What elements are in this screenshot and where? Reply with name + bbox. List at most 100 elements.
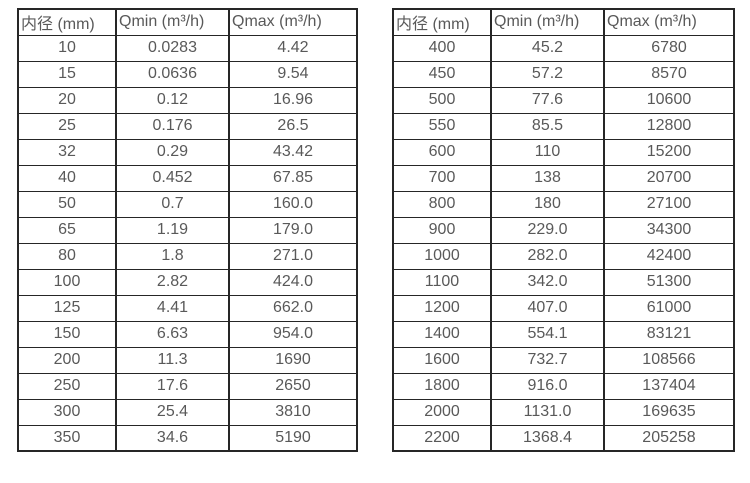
table-cell: 27100 [603,190,735,218]
table-cell: 9.54 [228,60,358,88]
table-cell: 6780 [603,34,735,62]
column-header: 内径 (mm) [392,8,492,36]
table-cell: 732.7 [490,346,605,374]
table-cell: 77.6 [490,86,605,114]
table-cell: 34300 [603,216,735,244]
table-cell: 424.0 [228,268,358,296]
table-cell: 700 [392,164,492,192]
table-cell: 662.0 [228,294,358,322]
table-cell: 34.6 [115,424,230,452]
table-cell: 108566 [603,346,735,374]
table-cell: 200 [17,346,117,374]
table-row: 1800 916.0 137404 [392,372,735,400]
table-cell: 65 [17,216,117,244]
table-cell: 57.2 [490,60,605,88]
table-cell: 2650 [228,372,358,400]
table-cell: 110 [490,138,605,166]
table-cell: 205258 [603,424,735,452]
table-cell: 160.0 [228,190,358,218]
table-cell: 25.4 [115,398,230,426]
table-cell: 1131.0 [490,398,605,426]
table-cell: 600 [392,138,492,166]
table-cell: 1400 [392,320,492,348]
table-cell: 5190 [228,424,358,452]
table-row: 20 0.12 16.96 [17,86,358,114]
table-cell: 3810 [228,398,358,426]
table-cell: 17.6 [115,372,230,400]
table-cell: 2.82 [115,268,230,296]
table-cell: 1800 [392,372,492,400]
table-cell: 800 [392,190,492,218]
table-row: 1600 732.7 108566 [392,346,735,374]
table-row: 100 2.82 424.0 [17,268,358,296]
table-cell: 407.0 [490,294,605,322]
table-cell: 16.96 [228,86,358,114]
flow-table-small-diameters: 内径 (mm) Qmin (m³/h) Qmax (m³/h) 10 0.0283 4.4… [17,8,358,452]
table-cell: 250 [17,372,117,400]
table-row: 1000 282.0 42400 [392,242,735,270]
table-cell: 916.0 [490,372,605,400]
table-row: 300 25.4 3810 [17,398,358,426]
table-cell: 554.1 [490,320,605,348]
table-row: 250 17.6 2650 [17,372,358,400]
table-row: 800 180 27100 [392,190,735,218]
header-row: 内径 (mm) Qmin (m³/h) Qmax (m³/h) [392,8,735,36]
table-cell: 0.0636 [115,60,230,88]
table-cell: 450 [392,60,492,88]
table-cell: 6.63 [115,320,230,348]
table-row: 400 45.2 6780 [392,34,735,62]
table-cell: 271.0 [228,242,358,270]
table-row: 550 85.5 12800 [392,112,735,140]
table-row: 125 4.41 662.0 [17,294,358,322]
table-cell: 550 [392,112,492,140]
table-row: 350 34.6 5190 [17,424,358,452]
table-cell: 229.0 [490,216,605,244]
table-cell: 500 [392,86,492,114]
table-cell: 1600 [392,346,492,374]
table-cell: 20700 [603,164,735,192]
table-row: 15 0.0636 9.54 [17,60,358,88]
table-cell: 50 [17,190,117,218]
table-row: 1200 407.0 61000 [392,294,735,322]
table-cell: 51300 [603,268,735,296]
table-cell: 42400 [603,242,735,270]
table-cell: 342.0 [490,268,605,296]
table-cell: 15200 [603,138,735,166]
table-cell: 10600 [603,86,735,114]
table-cell: 45.2 [490,34,605,62]
table-row: 32 0.29 43.42 [17,138,358,166]
table-cell: 169635 [603,398,735,426]
table-cell: 350 [17,424,117,452]
table-cell: 1690 [228,346,358,374]
table-cell: 100 [17,268,117,296]
table-cell: 300 [17,398,117,426]
table-row: 25 0.176 26.5 [17,112,358,140]
column-header: Qmin (m³/h) [115,8,230,36]
table-cell: 900 [392,216,492,244]
table-cell: 4.42 [228,34,358,62]
table-cell: 32 [17,138,117,166]
table-row: 50 0.7 160.0 [17,190,358,218]
table-cell: 0.176 [115,112,230,140]
table-cell: 85.5 [490,112,605,140]
table-row: 200 11.3 1690 [17,346,358,374]
table-cell: 2000 [392,398,492,426]
table-cell: 8570 [603,60,735,88]
table-row: 80 1.8 271.0 [17,242,358,270]
column-header: 内径 (mm) [17,8,117,36]
table-cell: 180 [490,190,605,218]
header-row: 内径 (mm) Qmin (m³/h) Qmax (m³/h) [17,8,358,36]
table-cell: 282.0 [490,242,605,270]
table-cell: 12800 [603,112,735,140]
table-row: 2000 1131.0 169635 [392,398,735,426]
table-cell: 20 [17,86,117,114]
table-row: 1400 554.1 83121 [392,320,735,348]
table-cell: 26.5 [228,112,358,140]
table-cell: 954.0 [228,320,358,348]
table-row: 1100 342.0 51300 [392,268,735,296]
table-row: 2200 1368.4 205258 [392,424,735,452]
table-row: 150 6.63 954.0 [17,320,358,348]
table-cell: 0.0283 [115,34,230,62]
table-cell: 1000 [392,242,492,270]
